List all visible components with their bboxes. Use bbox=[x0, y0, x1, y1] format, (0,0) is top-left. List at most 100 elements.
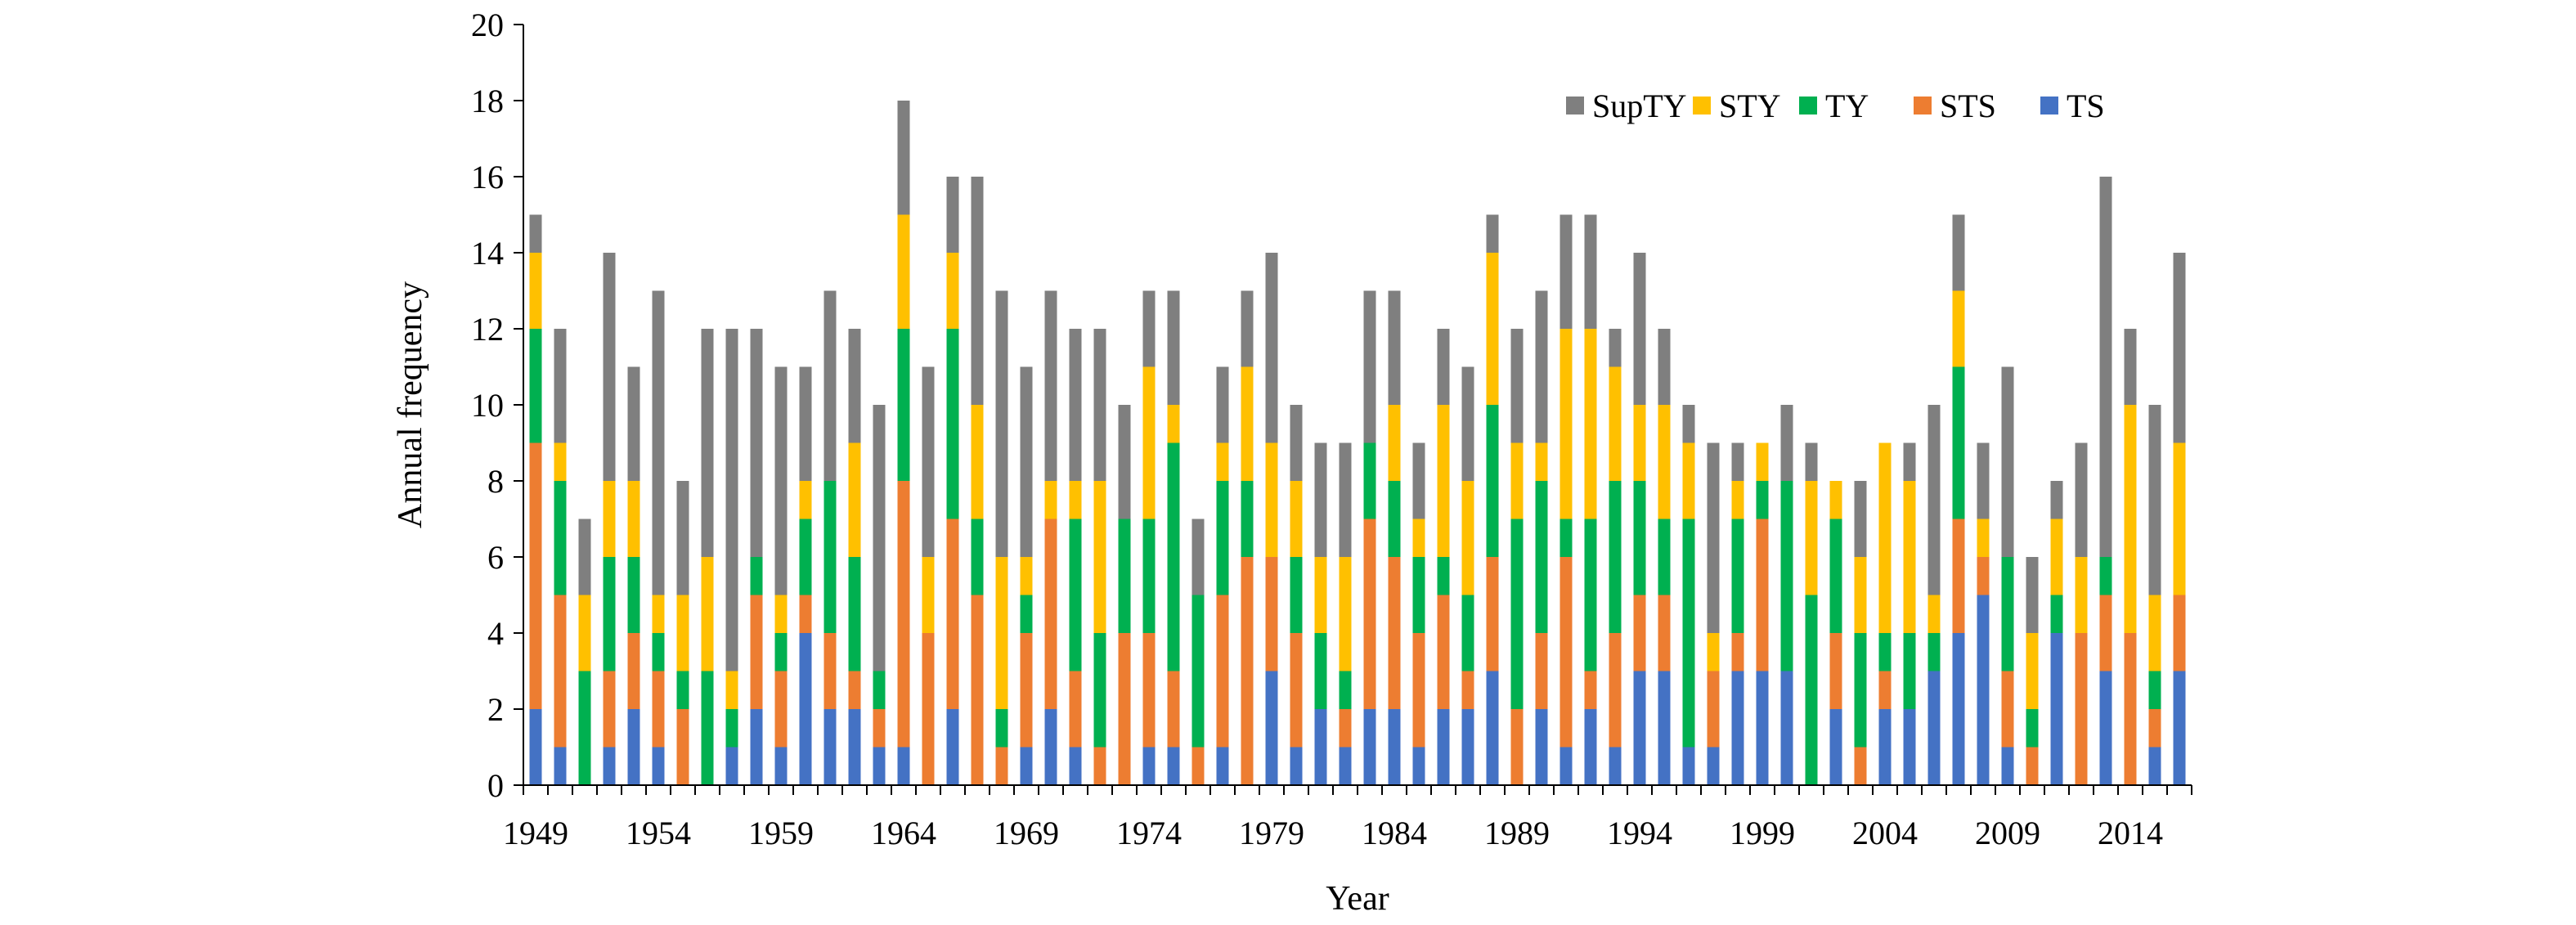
bar-SupTY-1969 bbox=[1020, 366, 1033, 557]
bar-STY-1955 bbox=[676, 595, 689, 671]
bar-TY-1987 bbox=[1461, 595, 1474, 671]
y-tick-label-20: 20 bbox=[471, 7, 504, 43]
bar-STS-1958 bbox=[750, 595, 763, 709]
bar-SupTY-2014 bbox=[2124, 329, 2137, 405]
bar-TS-1964 bbox=[897, 747, 910, 785]
bar-SupTY-1995 bbox=[1658, 329, 1671, 405]
bar-STS-1953 bbox=[627, 633, 640, 709]
bar-STS-1970 bbox=[1044, 519, 1057, 709]
bar-TS-1962 bbox=[848, 709, 861, 785]
bar-STS-1949 bbox=[529, 442, 542, 709]
bar-STS-2014 bbox=[2124, 633, 2137, 785]
bar-TS-1982 bbox=[1339, 747, 1352, 785]
bar-TS-1995 bbox=[1658, 671, 1671, 785]
bar-TY-2005 bbox=[1903, 633, 1916, 709]
bar-TS-1991 bbox=[1560, 747, 1573, 785]
legend-label-SupTY: SupTY bbox=[1592, 88, 1687, 124]
bar-TS-1975 bbox=[1167, 747, 1180, 785]
bar-TY-1978 bbox=[1241, 481, 1254, 557]
bar-STY-1974 bbox=[1142, 366, 1156, 519]
bar-SupTY-1982 bbox=[1339, 442, 1352, 557]
bar-STS-1986 bbox=[1437, 595, 1450, 709]
bar-TY-2011 bbox=[2050, 595, 2063, 633]
bar-SupTY-1986 bbox=[1437, 329, 1450, 405]
x-tick-label-1969: 1969 bbox=[994, 815, 1059, 851]
x-tick-label-1984: 1984 bbox=[1362, 815, 1427, 851]
bar-STY-1968 bbox=[995, 557, 1008, 709]
bar-SupTY-2008 bbox=[1977, 442, 1990, 519]
bar-SupTY-1996 bbox=[1682, 405, 1695, 443]
bar-TY-1974 bbox=[1142, 519, 1156, 633]
bar-STS-2010 bbox=[2026, 747, 2039, 785]
x-tick-label-1994: 1994 bbox=[1607, 815, 1672, 851]
bar-TY-1985 bbox=[1412, 557, 1425, 633]
bar-TY-1986 bbox=[1437, 557, 1450, 595]
bar-SupTY-1994 bbox=[1633, 253, 1646, 405]
y-tick-label-8: 8 bbox=[487, 463, 504, 500]
bar-SupTY-2000 bbox=[1780, 405, 1793, 481]
bar-SupTY-1991 bbox=[1560, 214, 1573, 329]
bar-TS-1966 bbox=[946, 709, 959, 785]
bar-STS-1959 bbox=[774, 671, 788, 748]
bar-SupTY-1973 bbox=[1118, 405, 1131, 519]
bar-TY-1952 bbox=[603, 557, 616, 671]
bar-TY-1955 bbox=[676, 671, 689, 709]
bar-TS-1992 bbox=[1584, 709, 1597, 785]
x-tick-label-2009: 2009 bbox=[1975, 815, 2040, 851]
bar-SupTY-1988 bbox=[1486, 214, 1499, 253]
bar-TS-1974 bbox=[1142, 747, 1156, 785]
bar-STY-2007 bbox=[1952, 290, 1965, 367]
bar-STS-2015 bbox=[2148, 709, 2161, 748]
bar-STS-1991 bbox=[1560, 557, 1573, 748]
bar-TS-2006 bbox=[1928, 671, 1941, 785]
bar-STS-1994 bbox=[1633, 595, 1646, 671]
bar-SupTY-1951 bbox=[578, 519, 591, 595]
bar-STY-2015 bbox=[2148, 595, 2161, 671]
bar-STY-1982 bbox=[1339, 557, 1352, 671]
bar-SupTY-1978 bbox=[1241, 290, 1254, 367]
bar-TS-1957 bbox=[725, 747, 738, 785]
bar-STS-1961 bbox=[824, 633, 837, 709]
bar-STS-1963 bbox=[873, 709, 886, 748]
bar-TY-1990 bbox=[1535, 481, 1548, 633]
bar-TS-1984 bbox=[1388, 709, 1401, 785]
bar-TY-1988 bbox=[1486, 405, 1499, 557]
bar-STY-1990 bbox=[1535, 442, 1548, 481]
bar-TY-1989 bbox=[1510, 519, 1524, 709]
bar-TS-2000 bbox=[1780, 671, 1793, 785]
bar-STS-1966 bbox=[946, 519, 959, 709]
bar-STY-2002 bbox=[1829, 481, 1842, 519]
bar-STY-1978 bbox=[1241, 366, 1254, 481]
x-axis-label: Year bbox=[1326, 880, 1389, 918]
bar-STS-1983 bbox=[1363, 519, 1376, 709]
legend-swatch-STY bbox=[1693, 97, 1711, 115]
bar-TS-1980 bbox=[1290, 747, 1303, 785]
bar-SupTY-1971 bbox=[1069, 329, 1082, 481]
bar-SupTY-1976 bbox=[1192, 519, 1205, 595]
bar-TY-1963 bbox=[873, 671, 886, 709]
bar-STY-1960 bbox=[799, 481, 812, 519]
bar-TY-1966 bbox=[946, 329, 959, 519]
bar-TY-1972 bbox=[1093, 633, 1106, 748]
bar-TS-1985 bbox=[1412, 747, 1425, 785]
bar-TY-1993 bbox=[1609, 481, 1622, 633]
bar-SupTY-1990 bbox=[1535, 290, 1548, 443]
bar-STY-1953 bbox=[627, 481, 640, 557]
legend-label-TS: TS bbox=[2067, 88, 2105, 124]
bar-TY-1995 bbox=[1658, 519, 1671, 595]
bar-TY-1971 bbox=[1069, 519, 1082, 671]
bar-TS-1949 bbox=[529, 709, 542, 785]
bar-STS-1954 bbox=[652, 671, 665, 748]
bar-STY-1950 bbox=[554, 442, 567, 481]
bar-STS-1988 bbox=[1486, 557, 1499, 671]
bar-SupTY-1974 bbox=[1142, 290, 1156, 367]
bar-SupTY-1981 bbox=[1314, 442, 1327, 557]
bar-STS-2008 bbox=[1977, 557, 1990, 595]
legend-label-STS: STS bbox=[1940, 88, 1996, 124]
bar-STS-1997 bbox=[1707, 671, 1720, 748]
x-tick-label-2014: 2014 bbox=[2098, 815, 2163, 851]
bar-STS-1995 bbox=[1658, 595, 1671, 671]
bars-layer bbox=[529, 101, 2186, 785]
bar-STY-1951 bbox=[578, 595, 591, 671]
y-tick-label-14: 14 bbox=[471, 235, 504, 272]
